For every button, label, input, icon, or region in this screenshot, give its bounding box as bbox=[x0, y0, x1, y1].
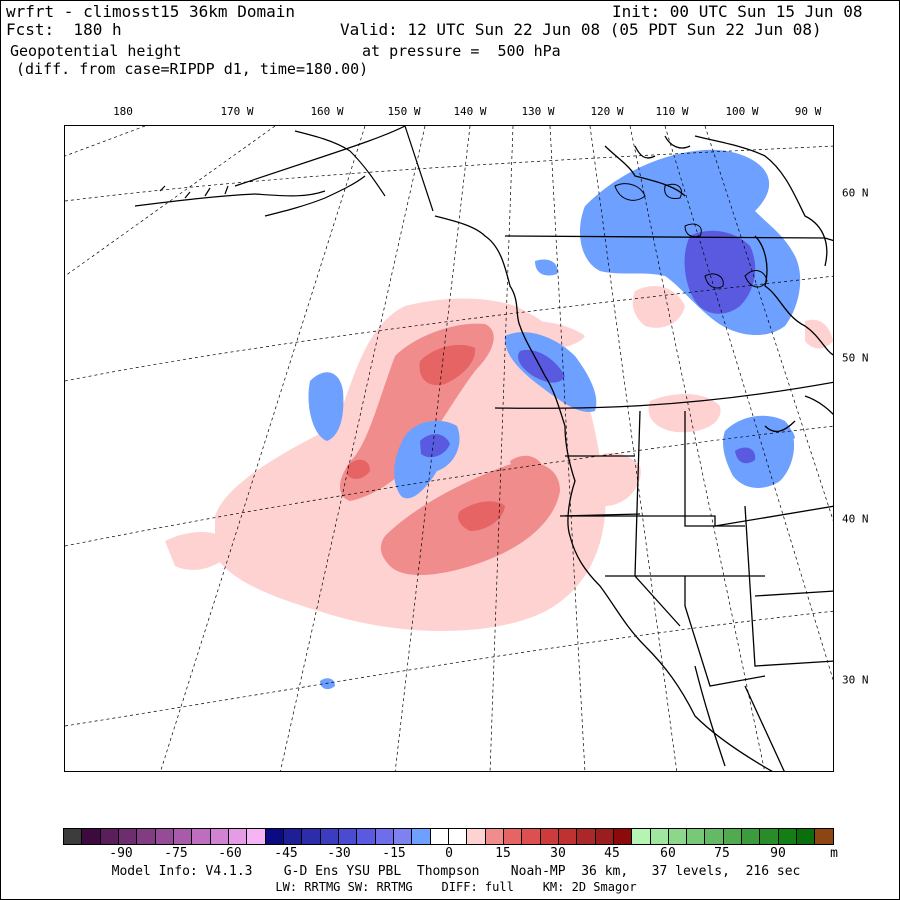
colorbar-swatch bbox=[668, 829, 688, 844]
colorbar-label-30: 30 bbox=[550, 846, 566, 861]
field-name: Geopotential height bbox=[10, 42, 182, 60]
canada-lakes bbox=[614, 183, 768, 289]
map-panel bbox=[64, 125, 834, 772]
colorbar-swatch bbox=[100, 829, 119, 844]
colorbar-units: m bbox=[830, 846, 838, 861]
colorbar-swatch bbox=[687, 829, 706, 844]
colorbar-swatch bbox=[283, 829, 303, 844]
colorbar-swatch bbox=[302, 829, 321, 844]
lon-label-150w: 150 W bbox=[387, 105, 421, 118]
lon-label-130w: 130 W bbox=[521, 105, 555, 118]
colorbar-label-m60: -60 bbox=[218, 846, 242, 861]
colorbar-label-60: 60 bbox=[660, 846, 676, 861]
colorbar-swatch bbox=[705, 829, 724, 844]
colorbar-swatch bbox=[650, 829, 669, 844]
colorbar-label-0: 0 bbox=[445, 846, 453, 861]
lon-label-120w: 120 W bbox=[590, 105, 624, 118]
colorbar-swatch bbox=[485, 829, 504, 844]
colorbar-swatch bbox=[760, 829, 779, 844]
colorbar-label-m45: -45 bbox=[274, 846, 298, 861]
colorbar-swatch bbox=[375, 829, 394, 844]
lon-label-100w: 100 W bbox=[725, 105, 759, 118]
colorbar-label-15: 15 bbox=[495, 846, 511, 861]
colorbar-label-m75: -75 bbox=[164, 846, 188, 861]
colorbar-label-m90: -90 bbox=[109, 846, 133, 861]
colorbar-swatch bbox=[393, 829, 413, 844]
init-time: Init: 00 UTC Sun 15 Jun 08 bbox=[612, 2, 863, 21]
difference-note: (diff. from case=RIPDP d1, time=180.00) bbox=[16, 60, 369, 78]
model-info: Model Info: V4.1.3 G-D Ens YSU PBL Thomp… bbox=[111, 864, 801, 879]
physics-info: LW: RRTMG SW: RRTMG DIFF: full KM: 2D Sm… bbox=[275, 880, 637, 894]
colorbar-swatch bbox=[338, 829, 358, 844]
colorbar-swatch bbox=[632, 829, 651, 844]
lon-label-170w: 170 W bbox=[220, 105, 254, 118]
lat-label-30n: 30 N bbox=[842, 673, 869, 687]
lat-label-40n: 40 N bbox=[842, 512, 869, 526]
colorbar-swatch bbox=[320, 829, 339, 844]
colorbar-label-75: 75 bbox=[714, 846, 730, 861]
map-plot bbox=[65, 126, 833, 771]
positive-anomaly-dark bbox=[347, 344, 505, 531]
colorbar-swatch bbox=[173, 829, 193, 844]
colorbar-swatch bbox=[228, 829, 248, 844]
colorbar-swatch bbox=[155, 829, 174, 844]
lon-label-160w: 160 W bbox=[310, 105, 344, 118]
colorbar-swatch bbox=[797, 829, 816, 844]
colorbar-swatch bbox=[118, 829, 138, 844]
colorbar-swatch bbox=[522, 829, 541, 844]
pressure-level: at pressure = 500 hPa bbox=[362, 42, 561, 60]
lon-label-90w: 90 W bbox=[794, 105, 822, 118]
colorbar-swatch bbox=[64, 829, 83, 844]
forecast-hour: Fcst: 180 h bbox=[6, 20, 122, 39]
model-title: wrfrt - climosst15 36km Domain bbox=[6, 2, 295, 21]
colorbar-swatch bbox=[467, 829, 486, 844]
colorbar-swatch bbox=[357, 829, 376, 844]
colorbar-swatch bbox=[613, 829, 633, 844]
colorbar-label-45: 45 bbox=[604, 846, 620, 861]
valid-time: Valid: 12 UTC Sun 22 Jun 08 (05 PDT Sun … bbox=[340, 20, 822, 39]
colorbar-swatch bbox=[412, 829, 431, 844]
colorbar-swatch bbox=[558, 829, 578, 844]
colorbar-swatch bbox=[247, 829, 266, 844]
lat-label-60n: 60 N bbox=[842, 186, 869, 200]
colorbar-swatch bbox=[265, 829, 284, 844]
colorbar-swatch bbox=[503, 829, 523, 844]
colorbar-swatch bbox=[778, 829, 798, 844]
lon-label-110w: 110 W bbox=[655, 105, 689, 118]
colorbar-swatch bbox=[540, 829, 559, 844]
negative-anomaly-medium bbox=[420, 230, 756, 464]
colorbar-label-m15: -15 bbox=[382, 846, 406, 861]
colorbar-swatch bbox=[577, 829, 596, 844]
colorbar-label-m30: -30 bbox=[327, 846, 351, 861]
colorbar-swatch bbox=[137, 829, 156, 844]
lon-label-140w: 140 W bbox=[453, 105, 487, 118]
colorbar-swatch bbox=[448, 829, 468, 844]
alaska-aleutian-coast bbox=[134, 126, 434, 217]
colorbar-swatch bbox=[723, 829, 743, 844]
lon-label-180: 180 bbox=[113, 105, 133, 118]
coastlines-and-borders bbox=[434, 135, 833, 771]
colorbar bbox=[63, 828, 834, 845]
colorbar-swatch bbox=[595, 829, 614, 844]
lat-label-50n: 50 N bbox=[842, 351, 869, 365]
colorbar-swatch bbox=[742, 829, 761, 844]
colorbar-swatch bbox=[192, 829, 211, 844]
colorbar-swatch bbox=[210, 829, 229, 844]
colorbar-swatch bbox=[430, 829, 449, 844]
colorbar-swatch bbox=[815, 829, 833, 844]
colorbar-label-90: 90 bbox=[770, 846, 786, 861]
colorbar-swatch bbox=[82, 829, 101, 844]
